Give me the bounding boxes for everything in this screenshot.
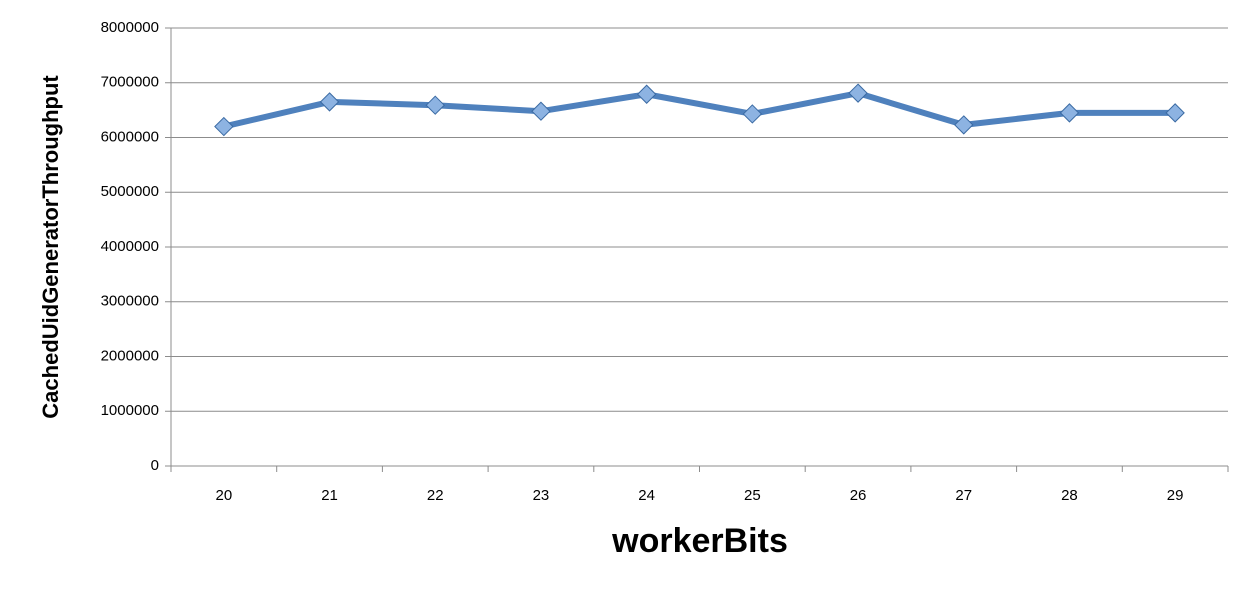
- marker: [1165, 103, 1185, 123]
- y-tick-label: 7000000: [101, 74, 159, 91]
- x-tick-label: 21: [321, 487, 338, 504]
- y-axis-label: CachedUidGeneratorThroughput: [38, 75, 63, 419]
- marker: [1059, 103, 1080, 123]
- marker: [319, 92, 340, 112]
- y-tick-label: 8000000: [101, 19, 159, 36]
- x-tick-label: 24: [638, 487, 655, 504]
- x-tick-label: 26: [850, 487, 867, 504]
- line: [223, 90, 1176, 130]
- y-tick-label: 3000000: [101, 293, 159, 310]
- marker: [954, 115, 974, 135]
- x-tick-label: 22: [427, 487, 444, 504]
- marker: [425, 95, 445, 115]
- x-tick-label: 23: [533, 487, 550, 504]
- y-tick-label: 0: [151, 457, 159, 474]
- x-tick-label: 29: [1167, 487, 1184, 504]
- marker: [742, 104, 763, 124]
- marker: [214, 116, 234, 137]
- x-axis-label: workerBits: [611, 522, 788, 560]
- x-tick-label: 25: [744, 487, 761, 504]
- y-tick-label: 6000000: [101, 128, 159, 145]
- marker: [848, 83, 868, 103]
- y-tick-label: 1000000: [101, 402, 159, 419]
- marker: [636, 84, 657, 104]
- marker: [531, 101, 551, 121]
- x-tick-label: 28: [1061, 487, 1078, 504]
- y-tick-label: 4000000: [101, 238, 159, 255]
- x-tick-label: 27: [955, 487, 972, 504]
- x-tick-label: 20: [216, 487, 233, 504]
- y-tick-label: 2000000: [101, 347, 159, 364]
- y-tick-label: 5000000: [101, 183, 159, 200]
